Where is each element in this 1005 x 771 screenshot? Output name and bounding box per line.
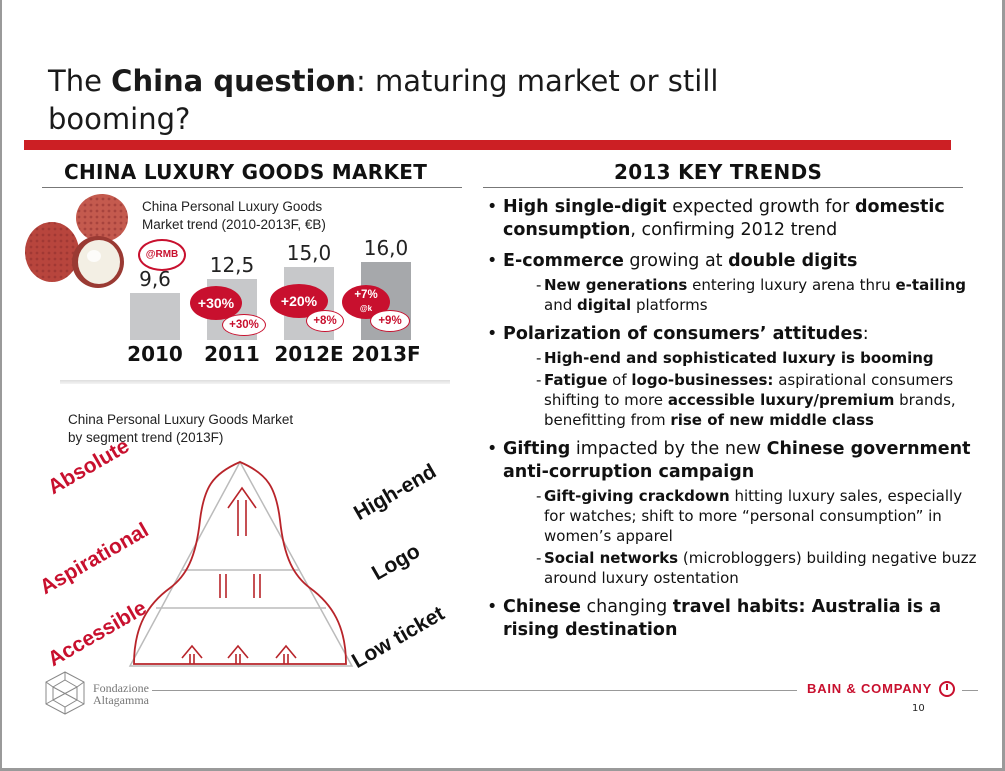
category-label-2012E: 2012E (274, 342, 344, 366)
slide-border-bottom (0, 768, 1005, 771)
altagamma-logo-line-1: Fondazione (93, 681, 149, 695)
growth-rmb-2013-badge: +9% (370, 310, 410, 332)
chart-bottom-shadow (60, 380, 450, 384)
bain-company-logo: BAIN & COMPANY (807, 681, 933, 696)
chart-subtitle-line-1: China Personal Luxury Goods (142, 199, 323, 214)
page-number: 10 (912, 703, 925, 714)
growth-eur-2013-value: +7% (354, 289, 378, 301)
bar-value-label-2012E: 15,0 (286, 240, 332, 265)
trend-item: Chinese changing travel habits: Australi… (487, 596, 987, 642)
right-section-heading: 2013 KEY TRENDS (614, 160, 823, 184)
growth-arrows (181, 486, 297, 664)
footer-rule-left (152, 690, 797, 691)
trend-subitem: - Gift-giving crackdown hitting luxury sa… (536, 487, 963, 545)
category-label-2010: 2010 (127, 342, 183, 366)
trend-item: E-commerce growing at double digits -New… (487, 250, 987, 315)
trend-subitem: - Fatigue of logo-businesses: aspirationa… (536, 371, 956, 429)
altagamma-logo-line-2: Altagamma (93, 693, 149, 707)
trend-subitem: - New generations entering luxury arena t… (536, 276, 967, 314)
pyramid-subtitle-line-1: China Personal Luxury Goods Market (68, 412, 294, 427)
chart-subtitle-line-2: Market trend (2010-2013F, €B) (142, 217, 326, 232)
altagamma-logo-text: Fondazione Altagamma (93, 682, 149, 706)
bar-value-label-2013F: 16,0 (363, 236, 409, 260)
trend-subitem: - Social networks (microbloggers) buildin… (536, 549, 977, 587)
slide-title: The China question: maturing market or s… (48, 64, 719, 136)
segment-pyramid-diagram (128, 460, 354, 667)
rmb-marker-badge: @RMB (138, 239, 186, 271)
trend-item: High single-digit expected growth for do… (487, 196, 987, 242)
chart-subtitle: China Personal Luxury Goods Market trend… (142, 198, 326, 234)
category-label-2011: 2011 (204, 342, 260, 366)
pyramid-subtitle-line-2: by segment trend (2013F) (68, 430, 224, 445)
slide-border-left (0, 0, 2, 771)
bar-2010 (130, 293, 180, 340)
slide-border-right (1002, 0, 1005, 771)
title-underline-bar (24, 140, 951, 150)
left-heading-rule (42, 187, 462, 188)
footer-rule-right (962, 690, 978, 691)
right-heading-rule (483, 187, 963, 188)
trend-item: Gifting impacted by the new Chinese gove… (487, 438, 987, 588)
bulb-outline (133, 461, 347, 665)
bain-logo-icon (939, 681, 955, 697)
bar-value-label-2011: 12,5 (209, 253, 255, 278)
trend-item: Polarization of consumers’ attitudes: -H… (487, 323, 987, 430)
growth-rmb-2012-badge: +8% (306, 310, 344, 332)
left-section-heading: CHINA LUXURY GOODS MARKET (64, 160, 428, 184)
altagamma-logo-icon (45, 671, 85, 715)
pyramid-outline (128, 460, 354, 667)
pyramid-subtitle: China Personal Luxury Goods Market by se… (68, 411, 293, 447)
growth-eur-2012-badge: +20% (270, 284, 328, 318)
category-label-2013F: 2013F (351, 342, 421, 366)
bar-value-label-2010: 9,6 (139, 267, 171, 292)
growth-rmb-2011-badge: +30% (222, 314, 266, 336)
growth-eur-2013-unit: @k (359, 304, 373, 313)
key-trends-list: High single-digit expected growth for do… (487, 196, 987, 650)
lychee-fruit-image (25, 194, 128, 288)
trend-subitem: - High-end and sophisticated luxury is bo… (536, 349, 934, 367)
